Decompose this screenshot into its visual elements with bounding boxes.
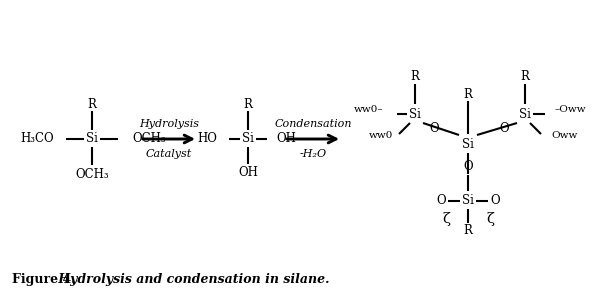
Text: OCH₃: OCH₃ xyxy=(75,167,109,181)
Text: Oww: Oww xyxy=(551,132,577,141)
Text: Condensation: Condensation xyxy=(274,119,352,129)
Text: Hydrolysis and condensation in silane.: Hydrolysis and condensation in silane. xyxy=(54,272,329,286)
Text: R: R xyxy=(464,88,473,100)
Text: R: R xyxy=(521,69,530,83)
Text: OH: OH xyxy=(238,167,258,179)
Text: Figure 4.: Figure 4. xyxy=(12,272,75,286)
Text: R: R xyxy=(464,225,473,237)
Text: ζ: ζ xyxy=(486,212,494,226)
Text: ww0–: ww0– xyxy=(353,104,383,114)
Text: O: O xyxy=(490,195,500,208)
Text: R: R xyxy=(87,97,96,111)
Text: H₃CO: H₃CO xyxy=(20,132,54,146)
Text: R: R xyxy=(244,97,252,111)
Text: O: O xyxy=(437,195,446,208)
Text: -H₂O: -H₂O xyxy=(300,149,326,159)
Text: Si: Si xyxy=(242,132,254,146)
Text: Catalyst: Catalyst xyxy=(146,149,192,159)
Text: R: R xyxy=(410,69,419,83)
Text: ww0: ww0 xyxy=(368,132,393,141)
Text: OH: OH xyxy=(276,132,296,146)
Text: Si: Si xyxy=(409,108,421,120)
Text: OCH₃: OCH₃ xyxy=(132,132,166,146)
Text: Si: Si xyxy=(462,195,474,208)
Text: ζ: ζ xyxy=(442,212,450,226)
Text: Si: Si xyxy=(519,108,531,120)
Text: Si: Si xyxy=(462,138,474,150)
Text: Si: Si xyxy=(86,132,98,146)
Text: Hydrolysis: Hydrolysis xyxy=(139,119,199,129)
Text: –Oww: –Oww xyxy=(555,106,586,115)
Text: O: O xyxy=(499,123,509,135)
Text: O: O xyxy=(429,123,439,135)
Text: O: O xyxy=(463,159,473,173)
Text: HO: HO xyxy=(197,132,217,146)
